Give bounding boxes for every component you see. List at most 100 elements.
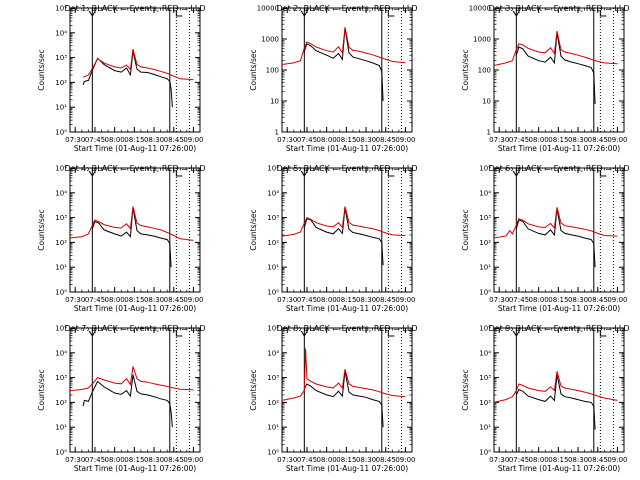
y-tick-label: 10² (479, 399, 491, 407)
y-tick-label: 10⁰ (55, 289, 67, 297)
plot-frame (281, 327, 413, 453)
chart-panel-2: 1 10 100 1000 10000 07:30 07:45 08:00 08:15 08:30… (249, 4, 417, 153)
y-tick-label: 10² (479, 239, 491, 247)
y-tick-label: 10¹ (479, 264, 491, 272)
y-tick-label: 1 (275, 129, 279, 137)
end-marker-glyph (387, 10, 395, 17)
x-axis-label: Start Time (01-Aug-11 07:26:00) (74, 304, 196, 313)
y-tick-label: 10² (55, 399, 67, 407)
series-line-lld (281, 348, 406, 401)
x-tick-label: 08:00 (317, 456, 337, 464)
x-tick-label: 08:00 (317, 136, 337, 144)
end-marker-glyph (599, 10, 607, 17)
y-tick-label: 10³ (267, 214, 279, 222)
x-tick-label: 07:30 (65, 136, 85, 144)
x-tick-label: 09:00 (395, 136, 415, 144)
y-axis-label: Counts/sec (461, 49, 470, 90)
x-axis-label: Start Time (01-Aug-11 07:26:00) (498, 144, 620, 153)
y-axis-label: Counts/sec (37, 369, 46, 410)
x-tick-label: 08:00 (529, 136, 549, 144)
plot-frame (69, 327, 201, 453)
end-marker-glyph (387, 330, 395, 337)
panel-title: Det 6: BLACK = Events, RED = LLD (489, 164, 630, 173)
y-tick-label: 10² (267, 239, 279, 247)
panel-title: Det 3: BLACK = Events, RED = LLD (489, 4, 630, 13)
y-tick-label: 10⁰ (267, 289, 279, 297)
panel-title: Det 5: BLACK = Events, RED = LLD (277, 164, 418, 173)
y-tick-label: 10¹ (479, 424, 491, 432)
x-tick-label: 09:00 (183, 296, 203, 304)
x-tick-label: 09:00 (607, 456, 627, 464)
x-tick-label: 09:00 (395, 296, 415, 304)
chart-panel-3: 1 10 100 1000 10000 07:30 07:45 08:00 08:15 08:30… (461, 4, 629, 153)
x-tick-label: 08:30 (144, 136, 164, 144)
x-tick-label: 09:00 (183, 456, 203, 464)
series-line-lld (493, 371, 618, 403)
y-tick-label: 10³ (479, 214, 491, 222)
x-tick-label: 07:30 (277, 456, 297, 464)
y-tick-label: 10⁰ (267, 449, 279, 457)
panel-title: Det 1: BLACK = Events, RED = LLD (65, 4, 206, 13)
y-tick-label: 10⁰ (55, 449, 67, 457)
y-tick-label: 10⁰ (479, 449, 491, 457)
x-tick-label: 08:45 (376, 456, 396, 464)
y-axis-label: Counts/sec (249, 49, 258, 90)
y-tick-label: 10000 (257, 5, 279, 13)
y-tick-label: 10 (270, 98, 279, 106)
end-marker-glyph (599, 330, 607, 337)
x-tick-label: 07:45 (509, 296, 529, 304)
x-tick-label: 08:00 (105, 136, 125, 144)
x-tick-label: 08:45 (376, 136, 396, 144)
x-tick-label: 08:30 (568, 136, 588, 144)
end-marker-glyph (175, 170, 183, 177)
end-marker-glyph (175, 10, 183, 17)
y-axis-label: Counts/sec (37, 209, 46, 250)
y-tick-label: 10 (482, 98, 491, 106)
x-tick-label: 07:45 (297, 456, 317, 464)
start-marker-glyph (300, 330, 308, 337)
panel-title: Det 8: BLACK = Events, RED = LLD (277, 324, 418, 333)
y-tick-label: 10³ (55, 54, 67, 62)
x-tick-label: 07:45 (509, 456, 529, 464)
x-tick-label: 07:30 (277, 296, 297, 304)
x-tick-label: 07:30 (65, 296, 85, 304)
x-tick-label: 07:45 (85, 456, 105, 464)
start-marker-glyph (300, 10, 308, 17)
y-tick-label: 10⁵ (267, 165, 279, 173)
y-tick-label: 10³ (55, 374, 67, 382)
y-tick-label: 10⁴ (55, 349, 67, 357)
x-tick-label: 08:00 (317, 296, 337, 304)
x-tick-label: 07:45 (509, 136, 529, 144)
panel-title: Det 9: BLACK = Events, RED = LLD (489, 324, 630, 333)
x-tick-label: 08:45 (588, 456, 608, 464)
series-line-lld (69, 366, 194, 392)
series-line-lld (493, 207, 618, 239)
x-tick-label: 08:15 (336, 456, 356, 464)
panel-title: Det 4: BLACK = Events, RED = LLD (65, 164, 206, 173)
x-tick-label: 07:45 (85, 136, 105, 144)
y-tick-label: 10⁵ (479, 325, 491, 333)
end-marker-glyph (387, 170, 395, 177)
x-tick-label: 07:30 (489, 296, 509, 304)
x-axis-label: Start Time (01-Aug-11 07:26:00) (74, 464, 196, 473)
start-marker-glyph (300, 170, 308, 177)
y-tick-label: 10¹ (55, 264, 67, 272)
plot-frame (69, 167, 201, 293)
x-axis-label: Start Time (01-Aug-11 07:26:00) (498, 464, 620, 473)
start-marker-glyph (88, 170, 96, 177)
x-tick-label: 08:15 (124, 456, 144, 464)
series-line-lld (82, 48, 194, 81)
end-marker-glyph (175, 330, 183, 337)
x-tick-label: 08:30 (356, 456, 376, 464)
x-tick-label: 08:45 (164, 296, 184, 304)
y-tick-label: 1000 (261, 36, 279, 44)
start-marker-glyph (512, 10, 520, 17)
x-axis-label: Start Time (01-Aug-11 07:26:00) (74, 144, 196, 153)
x-tick-label: 08:45 (164, 136, 184, 144)
y-axis-label: Counts/sec (249, 209, 258, 250)
